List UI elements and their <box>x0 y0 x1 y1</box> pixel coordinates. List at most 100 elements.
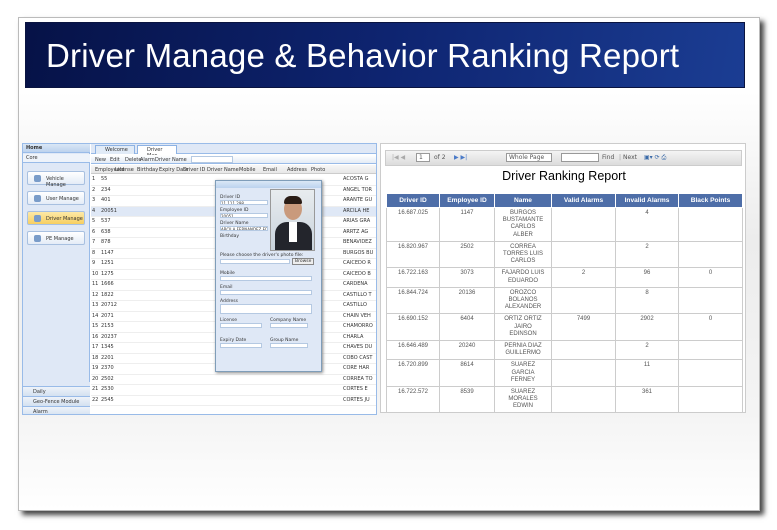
field-label: License <box>220 318 237 323</box>
page-box[interactable]: 1 <box>416 153 430 162</box>
report-cell <box>551 359 616 388</box>
driver-name: ARCILA HE <box>343 207 370 214</box>
field-input[interactable]: 20051 <box>220 213 268 218</box>
grid-row[interactable]: 19 2370 CORE HAR <box>91 364 376 375</box>
grid-row[interactable]: 21 2530 CORTES E <box>91 385 376 396</box>
nav-button[interactable]: User Manage <box>27 191 85 205</box>
grid-row[interactable]: 20 2502 CORREA TO <box>91 375 376 385</box>
employee-id: 20712 <box>101 302 117 308</box>
nav-button[interactable]: Vehicle Manage <box>27 171 85 188</box>
icon <box>34 195 41 202</box>
app-screenshot: Home Core Daily Geo-Fence Module Alarm Veh… <box>22 143 377 415</box>
column-header: License <box>115 167 134 173</box>
employee-id: 2071 <box>101 312 114 319</box>
field-input[interactable] <box>270 323 308 328</box>
field-label: Group Name <box>270 338 299 343</box>
photo-input[interactable] <box>220 259 290 264</box>
field-label: Company Name <box>270 318 307 323</box>
nav-button[interactable]: Driver Manage <box>27 211 85 225</box>
nav-footer: Daily Geo-Fence Module Alarm <box>23 382 90 414</box>
report-cell <box>678 286 743 315</box>
nav-button[interactable]: PE Manage <box>27 231 85 245</box>
field-label: Birthday <box>220 234 240 239</box>
employee-id: 1147 <box>101 249 114 256</box>
report-cell: 8 <box>615 286 679 315</box>
report-cell: 20136 <box>439 286 495 315</box>
row-number: 5 <box>92 218 96 224</box>
driver-name: CORE HAR <box>343 365 370 371</box>
report-cell: SUAREZ MORALES EDWIN <box>494 386 552 412</box>
field-label: Driver ID <box>220 195 241 200</box>
report-cell: 2 <box>551 267 616 288</box>
report-toolbar: |◀ ◀ 1 of 2 ▶ ▶| Whole Page Find | Next … <box>385 150 742 166</box>
column-header: Expiry Date <box>159 167 189 173</box>
zoom-select[interactable]: Whole Page <box>506 153 552 162</box>
field-input[interactable]: 11.111.298 <box>220 200 268 205</box>
report-cell: 16.687.025 <box>386 207 440 242</box>
field-input[interactable] <box>220 343 262 348</box>
report-cell: 1147 <box>439 207 495 242</box>
report-cell <box>678 386 743 412</box>
driver-name: CAICEDO R <box>343 260 371 266</box>
find-link[interactable]: Find <box>602 154 615 161</box>
driver-name: BURGOS BU <box>343 249 374 256</box>
nav-footer-item[interactable]: Geo-Fence Module <box>23 396 90 406</box>
nav-section[interactable]: Core <box>23 154 90 163</box>
toolbar-button[interactable]: Delete <box>125 157 142 163</box>
row-number: 12 <box>92 291 99 298</box>
report-cell: 7499 <box>551 313 616 342</box>
row-number: 1 <box>92 176 96 182</box>
report-cell: ORTIZ ORTIZ JAIRO EDINSON <box>494 313 552 342</box>
grid-row[interactable]: 22 2545 CORTES JU <box>91 396 376 406</box>
report-cell: 0 <box>678 313 743 342</box>
toolbar-button[interactable]: Alarm <box>140 157 155 163</box>
driver-name: CASTILLO <box>343 302 367 308</box>
employee-id: 20051 <box>101 207 117 214</box>
nav-footer-item[interactable]: Daily <box>23 386 90 396</box>
toolbar-button[interactable]: Edit <box>110 157 120 163</box>
driver-name: CAICEDO B <box>343 270 371 277</box>
report-row: 16.687.025 1147 BURGOS BUSTAMANTE CARLOS A… <box>386 207 743 242</box>
tab[interactable]: Welcome <box>95 145 135 154</box>
row-number: 22 <box>92 396 99 403</box>
row-number: 11 <box>92 281 99 287</box>
employee-id: 2502 <box>101 375 114 382</box>
field-input[interactable] <box>220 290 312 295</box>
driver-name: ANGEL TOR <box>343 186 373 193</box>
report-cell: 16.690.152 <box>386 313 440 342</box>
field-input[interactable] <box>220 323 262 328</box>
export-icons[interactable]: ▣▾ ⟳ ⎙ <box>644 154 667 161</box>
tab[interactable]: Driver Man... <box>137 145 177 159</box>
nav-footer-item[interactable]: Alarm <box>23 406 90 414</box>
column-header: Address <box>287 167 307 173</box>
field-input[interactable] <box>220 304 312 314</box>
report-cell <box>551 207 616 242</box>
column-header: Mobile <box>239 167 256 173</box>
browse-button[interactable]: Browse <box>292 258 315 265</box>
photo-hair <box>284 196 302 204</box>
row-number: 18 <box>92 354 99 361</box>
slide-title: Driver Manage & Behavior Ranking Report <box>46 37 680 74</box>
employee-id: 2545 <box>101 396 114 403</box>
find-box[interactable] <box>561 153 599 162</box>
form-header <box>216 181 321 188</box>
report-cell: 16.820.967 <box>386 240 440 269</box>
search-box[interactable] <box>191 156 233 163</box>
field-input[interactable]: ARCILA FERNANDEZ EDGAR <box>220 226 268 231</box>
driver-name: CARDENA <box>343 281 368 287</box>
employee-id: 2530 <box>101 386 114 392</box>
field-input[interactable] <box>270 343 308 348</box>
field-label: Expiry Date <box>220 338 247 343</box>
toolbar-button[interactable]: New <box>95 157 106 163</box>
field-label: Mobile <box>220 271 235 276</box>
column-header: Valid Alarms <box>551 193 616 208</box>
field-input[interactable] <box>220 276 312 281</box>
report-row: 16.646.489 20240 PERNIA DIAZ GUILLERMO 2 <box>386 340 743 361</box>
title-banner: Driver Manage & Behavior Ranking Report <box>25 22 745 88</box>
column-header: Black Points <box>678 193 743 208</box>
next-link[interactable]: Next <box>623 154 637 161</box>
icon <box>34 215 41 222</box>
report-table: Driver ID Employee ID Name Valid Alarms Inva… <box>386 193 743 412</box>
report-cell <box>551 340 616 361</box>
